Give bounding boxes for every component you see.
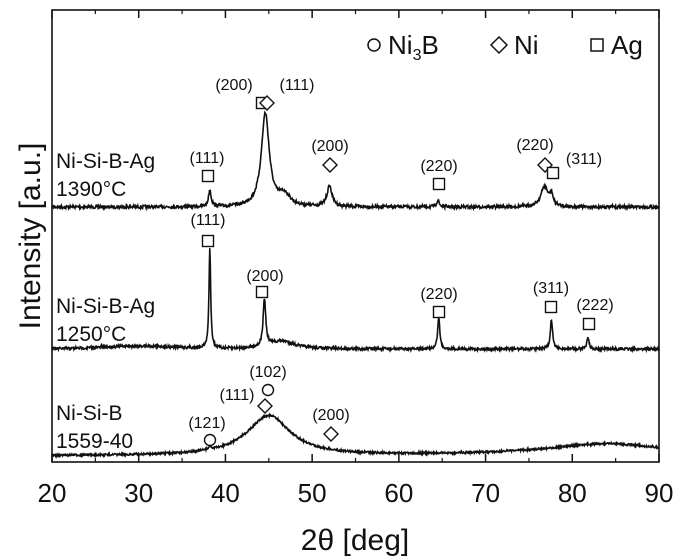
peak-label: (222) [576,297,613,314]
peak-label: (220) [420,286,457,303]
peak-label: (200) [215,77,252,94]
peak-label: (311) [533,280,569,297]
ni-diamond-marker [259,95,275,111]
legend-circle-marker [367,38,381,52]
sample-label: Ni-Si-B-Ag [56,150,155,173]
legend-label-subscript: 3 [413,47,422,64]
peak-label: (220) [516,137,553,154]
ag-square-marker [546,166,560,180]
x-tick-label: 70 [471,478,500,508]
ni3b-circle-marker [261,383,275,397]
sample-label: Ni-Si-B [56,402,123,425]
ni3b-circle-marker [203,433,217,447]
y-axis-label: Intensity [a.u.] [14,143,47,330]
legend-label-main: Ni [388,30,413,60]
legend-label-main: Ni [514,30,539,60]
x-axis-label: 2θ [deg] [301,524,409,557]
sample-labels: Ni-Si-B-Ag 1390°C Ni-Si-B-Ag 1250°C Ni-Si-B 1… [56,150,155,453]
peak-label: (102) [249,364,286,381]
x-tick-label: 20 [38,478,67,508]
peak-label: (220) [420,158,457,175]
x-tick-label: 60 [384,478,413,508]
ni-diamond-marker [257,398,273,414]
x-tick-label: 40 [211,478,240,508]
legend-label: Ag [611,30,643,60]
peak-label: (111) [220,387,255,404]
x-tick-label: 30 [124,478,153,508]
series-curves [51,110,660,460]
sample-label: 1250°C [56,323,126,346]
ag-square-marker [432,177,446,191]
peak-label: (311) [566,151,602,168]
peak-label: (111) [191,212,226,229]
ni-diamond-marker [322,157,338,173]
x-tick-label: 50 [298,478,327,508]
sample-label: Ni-Si-B-Ag [56,295,155,318]
ag-square-marker [201,234,215,248]
peak-label: (111) [190,150,225,167]
ag-square-marker [544,300,558,314]
ni-diamond-marker [323,426,339,442]
sample-label: 1390°C [56,178,126,201]
plot-frame [51,9,660,463]
ag-square-marker [201,169,215,183]
series-line-3 [51,412,660,460]
peak-label: (200) [312,407,349,424]
peak-label: (111) [280,77,315,94]
legend-label-tail: B [421,30,438,60]
peak-annotations: (111) (200) (111) (200) (220) (220) (311) (111)… [188,77,614,447]
peak-label: (121) [188,415,225,432]
ag-square-marker [255,285,269,299]
series-line-2 [51,248,660,354]
peak-label: (200) [311,138,348,155]
legend-square-marker [590,38,604,52]
sample-label: 1559-40 [56,430,133,453]
ag-square-marker [582,317,596,331]
x-tick-label: 90 [645,478,674,508]
legend: Ni3B Ni Ag [367,30,643,64]
legend-label: Ni3B [388,30,439,64]
x-tick-label: 80 [558,478,587,508]
x-axis-ticks: 20 30 40 50 60 70 80 90 [38,10,674,508]
legend-diamond-marker [489,35,509,55]
legend-label-main: Ag [611,30,643,60]
legend-label: Ni [514,30,539,60]
ag-square-marker [432,305,446,319]
peak-label: (200) [246,268,283,285]
series-line-1 [51,110,660,212]
